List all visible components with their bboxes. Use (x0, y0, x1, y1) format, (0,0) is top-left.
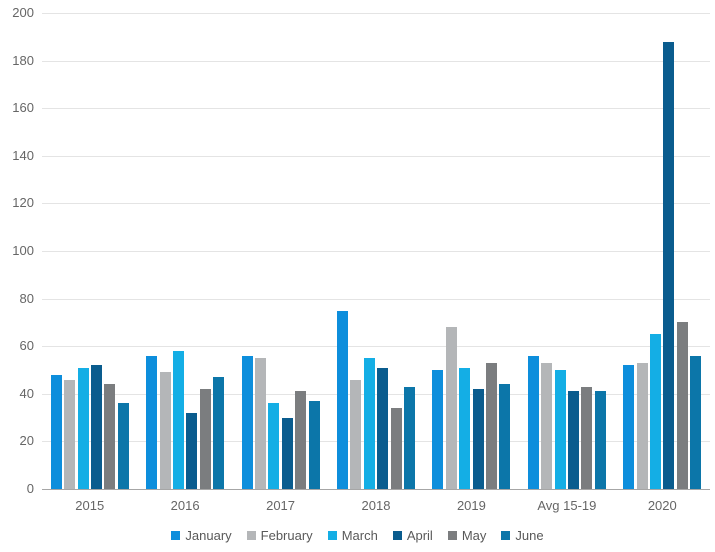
y-tick-label-180: 180 (12, 52, 34, 68)
x-axis-label-2016: 2016 (170, 498, 200, 513)
bar-march-2017 (268, 403, 280, 489)
x-axis-label-avg-15-19: Avg 15-19 (537, 498, 597, 513)
bar-march-2020 (650, 334, 662, 489)
legend-item-march: March (327, 528, 378, 543)
y-tick-label-160: 160 (12, 100, 34, 116)
legend-swatch-june (501, 531, 511, 540)
y-tick-label-200: 200 (12, 5, 34, 20)
legend-label-february: February (260, 528, 313, 543)
legend-item-june: June (501, 528, 544, 543)
legend-item-january: January (171, 528, 232, 543)
bar-january-2019 (432, 370, 444, 489)
y-tick-label-20: 20 (19, 433, 34, 449)
bar-june-2020 (690, 355, 702, 489)
y-tick-label-140: 140 (12, 147, 34, 163)
legend-item-april: April (392, 528, 433, 543)
gridline-40 (42, 393, 710, 395)
bar-april-2020 (663, 41, 675, 489)
legend-label-march: March (341, 528, 378, 543)
legend-label-june: June (515, 528, 544, 543)
x-axis-line (42, 489, 710, 490)
x-axis-label-2015: 2015 (75, 498, 105, 513)
legend-swatch-january (171, 531, 181, 540)
bar-may-2015 (104, 384, 116, 489)
bar-april-2015 (90, 365, 102, 489)
bar-june-avg-15-19 (594, 391, 606, 489)
y-tick-label-120: 120 (12, 195, 34, 211)
gridline-60 (42, 346, 710, 348)
bar-february-2016 (159, 372, 171, 489)
bar-june-2016 (213, 377, 225, 489)
bar-january-2020 (623, 365, 635, 489)
x-axis-label-2018: 2018 (361, 498, 391, 513)
bar-april-2019 (472, 389, 484, 489)
legend-swatch-march (327, 531, 337, 540)
bar-march-2018 (363, 358, 375, 489)
legend-swatch-may (447, 531, 457, 540)
bar-april-2018 (377, 367, 389, 489)
gridline-180 (42, 60, 710, 62)
bar-april-2017 (281, 417, 293, 489)
bar-march-2019 (459, 367, 471, 489)
legend-swatch-april (392, 531, 402, 540)
bar-february-2018 (350, 379, 362, 489)
legend-label-january: January (185, 528, 232, 543)
bar-february-2017 (254, 358, 266, 489)
y-tick-label-0: 0 (26, 481, 34, 496)
bar-february-2020 (636, 362, 648, 489)
bar-june-2015 (117, 403, 129, 489)
bar-may-2019 (486, 362, 498, 489)
gridline-100 (42, 251, 710, 252)
gridline-120 (42, 203, 710, 205)
bar-may-2016 (199, 389, 211, 489)
x-axis-label-2019: 2019 (456, 498, 486, 513)
bar-april-avg-15-19 (568, 391, 580, 489)
x-axis-label-2020: 2020 (647, 498, 677, 513)
y-tick-label-40: 40 (19, 385, 34, 401)
bar-june-2019 (499, 384, 511, 489)
gridline-200 (42, 13, 710, 14)
bar-may-avg-15-19 (581, 386, 593, 489)
bar-february-2015 (64, 379, 76, 489)
bar-may-2020 (676, 322, 688, 489)
bar-june-2018 (404, 386, 415, 489)
bar-february-2019 (445, 327, 457, 489)
y-tick-label-80: 80 (19, 290, 34, 306)
bar-january-2015 (50, 374, 62, 489)
legend-item-may: May (447, 528, 487, 543)
bar-may-2017 (295, 391, 307, 489)
legend: January February March April May June (0, 528, 715, 543)
legend-label-may: May (461, 528, 487, 543)
bar-june-2017 (308, 400, 320, 489)
bar-march-2016 (172, 350, 184, 489)
y-tick-label-100: 100 (12, 243, 34, 258)
bar-january-2017 (241, 355, 253, 489)
gridline-20 (42, 441, 710, 443)
gridline-160 (42, 108, 710, 110)
bar-march-2015 (77, 367, 89, 489)
bar-february-avg-15-19 (541, 362, 553, 489)
bar-april-2016 (186, 412, 198, 489)
bar-january-2018 (337, 310, 348, 489)
gridline-80 (42, 298, 710, 300)
bar-may-2018 (390, 408, 402, 489)
bar-january-avg-15-19 (527, 355, 539, 489)
legend-item-february: February (246, 528, 313, 543)
x-axis-label-2017: 2017 (266, 498, 296, 513)
y-tick-label-60: 60 (19, 338, 34, 354)
legend-label-april: April (406, 528, 433, 543)
bar-march-avg-15-19 (554, 370, 566, 489)
gridline-140 (42, 155, 710, 157)
legend-swatch-february (246, 531, 256, 540)
bar-january-2016 (146, 355, 158, 489)
